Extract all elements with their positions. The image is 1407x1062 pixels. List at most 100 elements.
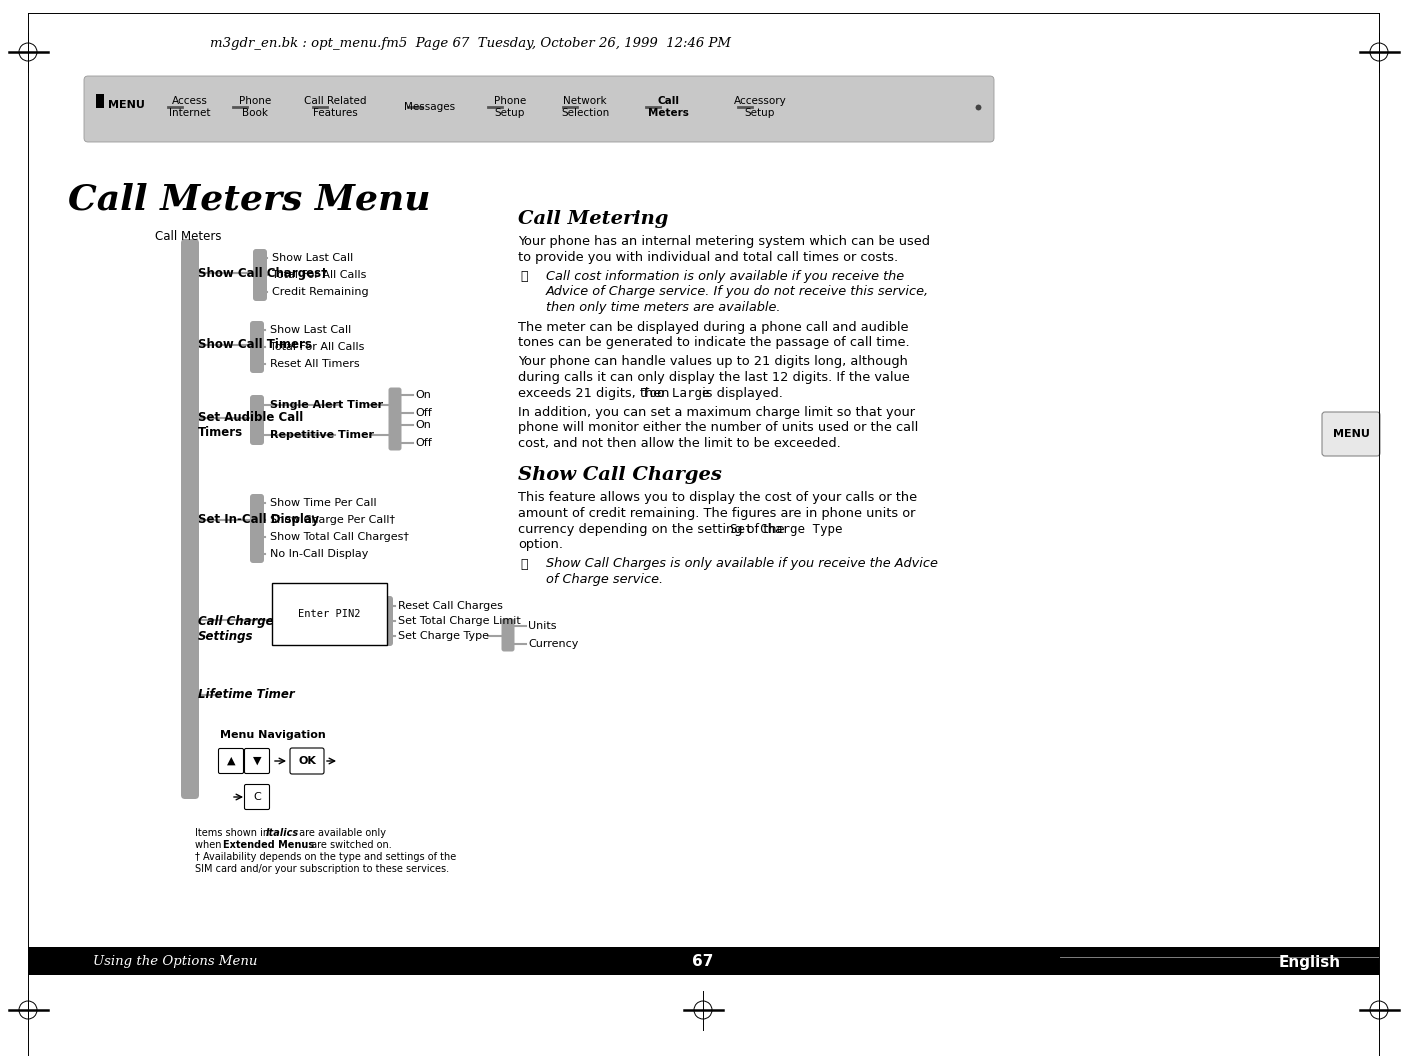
Text: C: C (253, 792, 260, 802)
Text: Currency: Currency (528, 639, 578, 649)
Text: option.: option. (518, 538, 563, 551)
FancyBboxPatch shape (378, 596, 393, 646)
Text: Call Related
Features: Call Related Features (304, 97, 366, 118)
Text: ▼: ▼ (253, 756, 262, 766)
Text: then only time meters are available.: then only time meters are available. (546, 301, 781, 314)
Text: amount of credit remaining. The figures are in phone units or: amount of credit remaining. The figures … (518, 507, 916, 520)
Text: English: English (1279, 955, 1341, 970)
Text: Access
Internet: Access Internet (169, 97, 211, 118)
Text: Call Meters: Call Meters (155, 230, 221, 243)
Text: Extended Menus: Extended Menus (222, 840, 314, 850)
Text: tones can be generated to indicate the passage of call time.: tones can be generated to indicate the p… (518, 336, 909, 349)
Text: Show Total Call Charges†: Show Total Call Charges† (270, 532, 409, 542)
Text: Show Call Charges†: Show Call Charges† (198, 267, 326, 279)
Text: This feature allows you to display the cost of your calls or the: This feature allows you to display the c… (518, 492, 917, 504)
FancyBboxPatch shape (250, 395, 265, 445)
Text: are switched on.: are switched on. (308, 840, 391, 850)
Text: In addition, you can set a maximum charge limit so that your: In addition, you can set a maximum charg… (518, 406, 915, 419)
Text: Set Audible Call: Set Audible Call (198, 411, 304, 424)
Text: Call cost information is only available if you receive the: Call cost information is only available … (546, 270, 905, 282)
Text: MENU: MENU (1332, 429, 1369, 439)
Text: † Availability depends on the type and settings of the: † Availability depends on the type and s… (196, 852, 456, 862)
Text: Repetitive Timer: Repetitive Timer (270, 430, 374, 440)
Text: Network
Selection: Network Selection (561, 97, 609, 118)
Text: Messages: Messages (404, 102, 456, 112)
Text: Single Alert Timer: Single Alert Timer (270, 400, 383, 410)
Text: of Charge service.: of Charge service. (546, 573, 663, 586)
Text: cost, and not then allow the limit to be exceeded.: cost, and not then allow the limit to be… (518, 436, 841, 450)
Text: Units: Units (528, 621, 557, 631)
Text: On: On (415, 419, 431, 430)
FancyBboxPatch shape (218, 749, 243, 773)
Text: Show Call Charges is only available if you receive the Advice: Show Call Charges is only available if y… (546, 558, 938, 570)
Text: Set Charge Type: Set Charge Type (398, 631, 490, 641)
FancyBboxPatch shape (250, 321, 265, 373)
FancyBboxPatch shape (290, 748, 324, 774)
Text: Off: Off (415, 438, 432, 448)
FancyBboxPatch shape (253, 249, 267, 301)
Text: MENU: MENU (108, 100, 145, 110)
Text: On: On (415, 390, 431, 400)
Text: Timers: Timers (198, 426, 243, 439)
Text: currency depending on the setting of the: currency depending on the setting of the (518, 523, 789, 535)
Text: Italics: Italics (266, 828, 300, 838)
Text: exceeds 21 digits, then: exceeds 21 digits, then (518, 387, 674, 399)
Text: ▲: ▲ (227, 756, 235, 766)
Text: Items shown in: Items shown in (196, 828, 272, 838)
Text: Set Total Charge Limit: Set Total Charge Limit (398, 616, 521, 626)
Text: Lifetime Timer: Lifetime Timer (198, 688, 294, 702)
Text: Call Metering: Call Metering (518, 210, 668, 228)
Text: Phone
Setup: Phone Setup (494, 97, 526, 118)
Text: Show Call Timers: Show Call Timers (198, 339, 312, 352)
Text: Call Meters Menu: Call Meters Menu (68, 183, 431, 217)
Text: Your phone has an internal metering system which can be used: Your phone has an internal metering syst… (518, 235, 930, 249)
Text: to provide you with individual and total call times or costs.: to provide you with individual and total… (518, 251, 898, 263)
Text: Too Large: Too Large (643, 387, 709, 399)
Text: when: when (196, 840, 225, 850)
Text: Using the Options Menu: Using the Options Menu (93, 956, 257, 969)
Text: phone will monitor either the number of units used or the call: phone will monitor either the number of … (518, 422, 919, 434)
Text: Accessory
Setup: Accessory Setup (733, 97, 787, 118)
FancyBboxPatch shape (245, 785, 270, 809)
Text: 📖: 📖 (521, 558, 528, 570)
FancyBboxPatch shape (388, 388, 401, 421)
Text: Phone
Book: Phone Book (239, 97, 272, 118)
Text: SIM card and/or your subscription to these services.: SIM card and/or your subscription to the… (196, 864, 449, 874)
Text: Off: Off (415, 408, 432, 418)
Text: m3gdr_en.bk : opt_menu.fm5  Page 67  Tuesday, October 26, 1999  12:46 PM: m3gdr_en.bk : opt_menu.fm5 Page 67 Tuesd… (210, 36, 732, 50)
Text: are available only: are available only (295, 828, 386, 838)
Text: Credit Remaining: Credit Remaining (272, 287, 369, 297)
Text: Settings: Settings (198, 630, 253, 643)
FancyBboxPatch shape (182, 239, 198, 799)
Text: Reset All Timers: Reset All Timers (270, 359, 360, 369)
Text: 📖: 📖 (521, 270, 528, 282)
Text: 67: 67 (692, 955, 713, 970)
Text: Menu Navigation: Menu Navigation (219, 730, 326, 740)
Bar (96, 95, 104, 108)
FancyBboxPatch shape (245, 749, 270, 773)
FancyBboxPatch shape (388, 417, 401, 450)
FancyBboxPatch shape (501, 618, 515, 651)
Text: No In-Call Display: No In-Call Display (270, 549, 369, 559)
Text: Set Charge Type: Set Charge Type (730, 523, 843, 535)
Text: Total For All Calls: Total For All Calls (270, 342, 364, 352)
Text: is displayed.: is displayed. (698, 387, 782, 399)
Text: Show Charge Per Call†: Show Charge Per Call† (270, 515, 395, 525)
FancyBboxPatch shape (1323, 412, 1380, 456)
Bar (28, 947, 1379, 975)
FancyBboxPatch shape (84, 76, 993, 142)
Text: Show Call Charges: Show Call Charges (518, 466, 722, 484)
Text: Call Charge†: Call Charge† (198, 615, 280, 628)
Text: Set In-Call Display: Set In-Call Display (198, 514, 319, 527)
FancyBboxPatch shape (250, 494, 265, 563)
Text: OK: OK (298, 756, 317, 766)
Text: Show Time Per Call: Show Time Per Call (270, 498, 377, 508)
Text: Advice of Charge service. If you do not receive this service,: Advice of Charge service. If you do not … (546, 286, 929, 298)
Text: Enter PIN2: Enter PIN2 (298, 609, 360, 619)
Text: during calls it can only display the last 12 digits. If the value: during calls it can only display the las… (518, 371, 910, 384)
Text: Your phone can handle values up to 21 digits long, although: Your phone can handle values up to 21 di… (518, 356, 908, 369)
Text: The meter can be displayed during a phone call and audible: The meter can be displayed during a phon… (518, 321, 909, 333)
Text: Show Last Call: Show Last Call (270, 325, 352, 335)
Text: Total For All Calls: Total For All Calls (272, 270, 366, 280)
Text: Show Last Call: Show Last Call (272, 253, 353, 263)
